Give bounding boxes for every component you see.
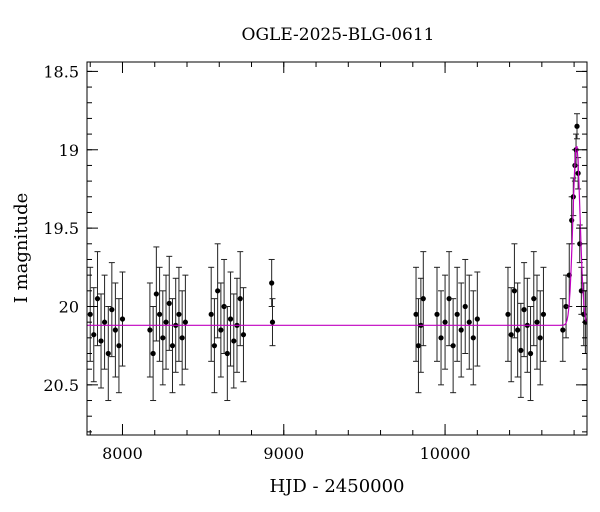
data-point [179,335,185,341]
data-point [147,327,153,333]
data-point [105,350,111,357]
data-point [269,319,276,325]
data-point [231,338,237,344]
data-point [101,319,108,325]
data-point [119,316,126,322]
data-point [505,311,511,317]
data-point [163,319,169,325]
data-point [415,343,422,349]
data-point [94,296,101,302]
chart-title: OGLE-2025-BLG-0611 [242,25,435,45]
data-point [112,327,118,333]
data-point [176,311,182,317]
data-point [150,350,156,357]
y-tick-label: 20 [59,297,79,316]
data-point [116,343,122,349]
data-point [156,311,163,317]
data-point [442,319,448,325]
data-point [515,327,521,333]
data-point [109,307,115,313]
data-point [518,347,524,353]
plot-area [87,113,587,402]
data-point [438,335,444,341]
data-point [221,303,227,310]
data-point [540,311,547,317]
data-point [474,316,480,322]
y-tick-label: 19 [59,141,79,160]
data-point [160,335,166,341]
data-point [237,296,243,302]
data-point [450,343,456,349]
data-point [574,123,580,129]
data-point [534,319,540,325]
data-point [413,311,419,317]
data-point [269,280,275,286]
data-point [470,335,476,341]
data-point [508,332,514,338]
data-point [511,288,518,294]
data-point [215,288,221,294]
data-point [91,332,97,338]
y-tick-label: 19.5 [43,219,79,238]
data-point [182,319,188,325]
data-point [153,291,159,297]
data-point [87,311,93,317]
data-point [208,311,214,317]
x-tick-label: 10000 [420,444,471,463]
y-axis-title: I magnitude [11,193,32,304]
data-point [462,303,468,310]
data-point [521,307,527,313]
data-point [169,343,176,349]
data-point [224,350,230,357]
data-point [458,327,464,333]
model-curve [87,145,587,326]
data-point [166,300,172,306]
data-point [527,350,534,357]
plot-frame [86,61,588,436]
data-point [446,296,452,302]
axes: 8000 9000 10000 18.5 19 19.5 20 20.5 [43,62,587,463]
data-point [560,327,566,333]
data-point [466,319,472,325]
x-tick-label: 8000 [102,444,143,463]
data-point [434,311,440,317]
data-point [569,217,575,223]
x-axis-title: HJD - 2450000 [269,476,404,497]
data-point [563,303,569,310]
y-tick-label: 18.5 [43,62,79,81]
data-point [420,296,426,302]
x-tick-label: 9000 [263,444,304,463]
data-point [211,343,218,349]
y-tick-label: 20.5 [43,376,79,395]
data-point [537,335,543,341]
data-point [98,338,104,344]
data-point [531,296,537,302]
plot-content-group [87,113,587,402]
data-point [218,327,224,333]
data-point [240,332,247,338]
data-point [227,316,234,322]
data-point [454,311,460,317]
